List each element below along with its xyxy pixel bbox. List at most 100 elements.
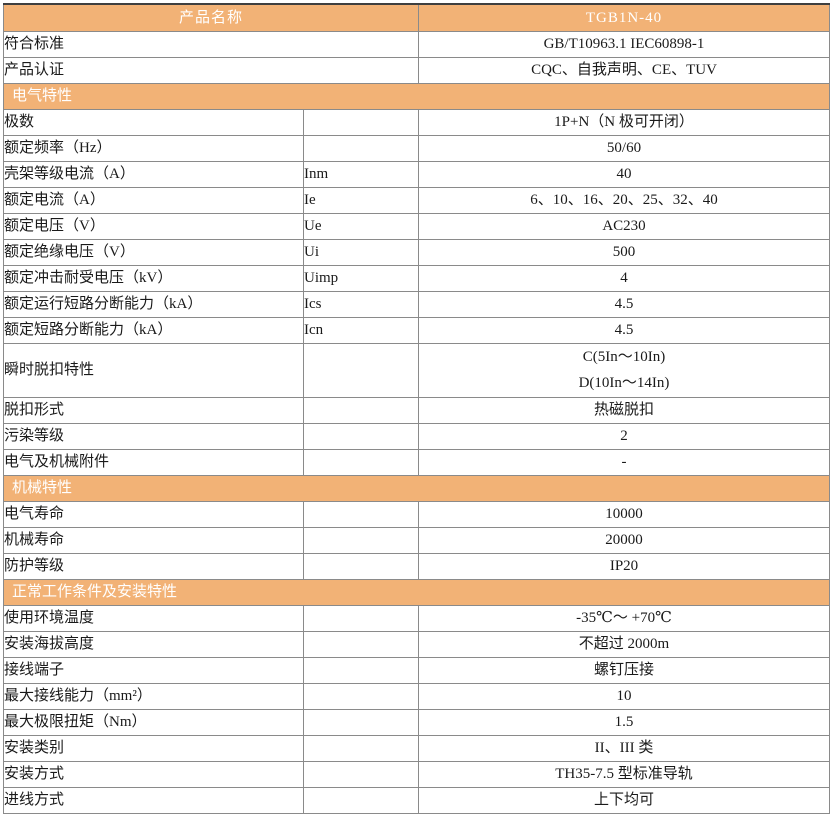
table-row: 机械寿命 20000 [3, 526, 831, 554]
table-header-row: 产品名称 TGB1N-40 [2, 3, 831, 32]
row-symbol: Ie [302, 187, 420, 214]
row-symbol [302, 552, 420, 580]
row-value: -35℃～ +70℃ [418, 604, 831, 632]
section-title: 电气特性 [2, 83, 831, 110]
row-label: 脱扣形式 [3, 396, 304, 424]
row-value: 50/60 [418, 135, 831, 162]
row-value: TH35-7.5 型标准导轨 [418, 760, 831, 788]
product-model-header: TGB1N-40 [418, 3, 831, 32]
row-value: 10 [418, 682, 831, 710]
table-row: 最大极限扭矩（Nm） 1.5 [3, 708, 831, 736]
row-label: 壳架等级电流（A） [3, 161, 304, 188]
table-row: 进线方式 上下均可 [3, 786, 831, 814]
row-label: 符合标准 [2, 31, 420, 58]
section-title: 正常工作条件及安装特性 [2, 578, 831, 606]
row-label: 额定电压（V） [3, 213, 304, 240]
row-value: CQC、自我声明、CE、TUV [418, 57, 831, 84]
row-label: 额定频率（Hz） [3, 135, 304, 162]
row-symbol [302, 734, 420, 762]
row-value: II、III 类 [418, 734, 831, 762]
table-row: 额定冲击耐受电压（kV） Uimp 4 [3, 265, 831, 292]
table-row: 额定绝缘电压（V） Ui 500 [3, 239, 831, 266]
row-symbol [302, 422, 420, 450]
row-value: 1P+N（N 极可开闭） [418, 109, 831, 136]
table-row: 接线端子 螺钉压接 [3, 656, 831, 684]
product-spec-table: 产品名称 TGB1N-40 符合标准 GB/T10963.1 IEC60898-1 产品… [2, 3, 831, 814]
product-name-header: 产品名称 [2, 3, 420, 32]
row-label: 最大接线能力（mm²） [3, 682, 304, 710]
section-header-row: 电气特性 [2, 83, 831, 110]
row-label: 额定绝缘电压（V） [3, 239, 304, 266]
table-row: 极数 1P+N（N 极可开闭） [3, 109, 831, 136]
row-symbol [302, 500, 420, 528]
table-row: 污染等级 2 [3, 422, 831, 450]
table-row: 电气及机械附件 - [3, 448, 831, 476]
row-symbol [302, 656, 420, 684]
row-label: 接线端子 [3, 656, 304, 684]
row-label: 最大极限扭矩（Nm） [3, 708, 304, 736]
row-label: 额定短路分断能力（kA） [3, 317, 304, 344]
row-symbol [302, 708, 420, 736]
row-value: 2 [418, 422, 831, 450]
row-value: 上下均可 [418, 786, 831, 814]
row-value-lines: C(5In～10In) D(10In～14In) [419, 344, 829, 397]
row-symbol: Uimp [302, 265, 420, 292]
row-label: 进线方式 [3, 786, 304, 814]
section-title: 机械特性 [2, 474, 831, 502]
row-symbol [302, 135, 420, 162]
row-value: 螺钉压接 [418, 656, 831, 684]
row-label: 额定电流（A） [3, 187, 304, 214]
row-value: 不超过 2000m [418, 630, 831, 658]
section-header-row: 机械特性 [2, 474, 831, 502]
row-symbol [302, 448, 420, 476]
row-value: 1.5 [418, 708, 831, 736]
row-label: 电气寿命 [3, 500, 304, 528]
row-value: 20000 [418, 526, 831, 554]
row-label: 产品认证 [2, 57, 420, 84]
row-symbol: Ics [302, 291, 420, 318]
table-row: 瞬时脱扣特性 C(5In～10In) D(10In～14In) [3, 343, 831, 398]
row-label: 机械寿命 [3, 526, 304, 554]
row-label: 使用环境温度 [3, 604, 304, 632]
row-value-line: D(10In～14In) [578, 375, 670, 392]
row-label: 安装类别 [3, 734, 304, 762]
row-label: 污染等级 [3, 422, 304, 450]
table-row: 符合标准 GB/T10963.1 IEC60898-1 [2, 31, 831, 58]
table-row: 防护等级 IP20 [3, 552, 831, 580]
product-spec-table-container: 产品名称 TGB1N-40 符合标准 GB/T10963.1 IEC60898-1 产品… [2, 3, 831, 814]
table-row: 额定频率（Hz） 50/60 [3, 135, 831, 162]
row-label: 瞬时脱扣特性 [3, 343, 304, 398]
row-value: 6、10、16、20、25、32、40 [418, 187, 831, 214]
row-label: 极数 [3, 109, 304, 136]
row-symbol: Ue [302, 213, 420, 240]
row-symbol [302, 630, 420, 658]
table-row: 使用环境温度 -35℃～ +70℃ [3, 604, 831, 632]
table-row: 产品认证 CQC、自我声明、CE、TUV [2, 57, 831, 84]
row-label: 安装海拔高度 [3, 630, 304, 658]
row-value: IP20 [418, 552, 831, 580]
section-header-row: 正常工作条件及安装特性 [2, 578, 831, 606]
row-value: AC230 [418, 213, 831, 240]
row-value-line: C(5In～10In) [582, 349, 666, 365]
row-symbol [302, 760, 420, 788]
row-symbol [302, 682, 420, 710]
row-value: 4 [418, 265, 831, 292]
row-value: 4.5 [418, 317, 831, 344]
row-label: 电气及机械附件 [3, 448, 304, 476]
table-row: 壳架等级电流（A） Inm 40 [3, 161, 831, 188]
table-row: 额定运行短路分断能力（kA） Ics 4.5 [3, 291, 831, 318]
table-row: 安装海拔高度 不超过 2000m [3, 630, 831, 658]
table-row: 安装方式 TH35-7.5 型标准导轨 [3, 760, 831, 788]
row-value: - [418, 448, 831, 476]
row-value: 40 [418, 161, 831, 188]
row-value: GB/T10963.1 IEC60898-1 [418, 31, 831, 58]
table-row: 额定电流（A） Ie 6、10、16、20、25、32、40 [3, 187, 831, 214]
row-symbol [302, 396, 420, 424]
table-row: 安装类别 II、III 类 [3, 734, 831, 762]
row-value: 10000 [418, 500, 831, 528]
row-symbol [302, 109, 420, 136]
table-row: 电气寿命 10000 [3, 500, 831, 528]
row-symbol: Inm [302, 161, 420, 188]
row-symbol [302, 526, 420, 554]
row-symbol [302, 604, 420, 632]
